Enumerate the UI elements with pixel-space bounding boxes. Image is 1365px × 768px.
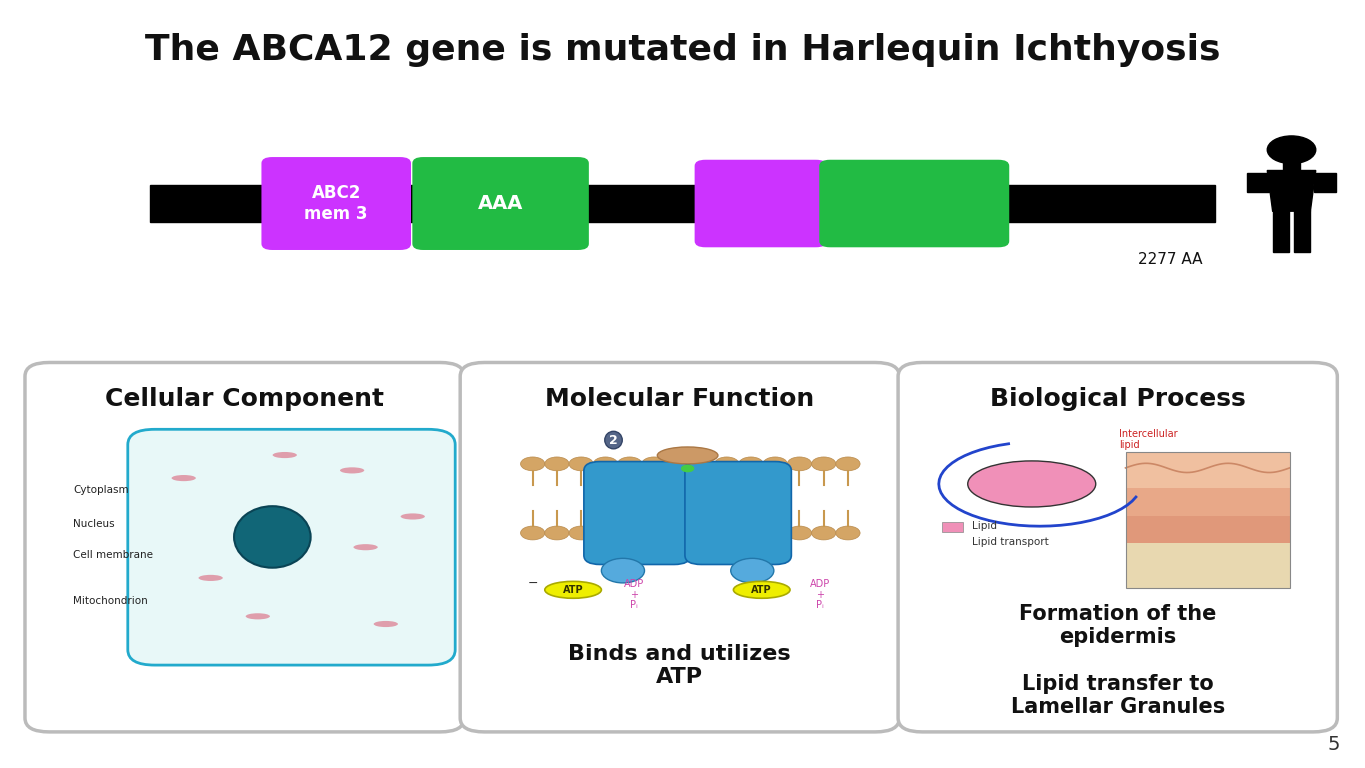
Ellipse shape — [733, 581, 790, 598]
Circle shape — [666, 457, 691, 471]
Circle shape — [763, 526, 788, 540]
FancyBboxPatch shape — [819, 160, 1009, 247]
FancyBboxPatch shape — [128, 429, 455, 665]
Circle shape — [714, 526, 738, 540]
Bar — [1126, 543, 1290, 588]
Text: +: + — [816, 590, 823, 601]
Ellipse shape — [233, 506, 311, 568]
FancyBboxPatch shape — [412, 157, 588, 250]
FancyBboxPatch shape — [695, 160, 827, 247]
FancyBboxPatch shape — [262, 157, 411, 250]
Circle shape — [681, 465, 695, 472]
Ellipse shape — [968, 461, 1096, 507]
Text: 2277 AA: 2277 AA — [1138, 252, 1203, 267]
Circle shape — [617, 526, 642, 540]
Circle shape — [738, 457, 763, 471]
Text: Cell membrane: Cell membrane — [74, 550, 153, 560]
Circle shape — [1267, 136, 1316, 164]
Bar — [1272, 210, 1289, 252]
Circle shape — [666, 526, 691, 540]
Circle shape — [569, 526, 594, 540]
Circle shape — [569, 457, 594, 471]
Text: ATP: ATP — [562, 584, 583, 595]
Circle shape — [602, 558, 644, 583]
Circle shape — [835, 526, 860, 540]
Text: Lipid: Lipid — [972, 521, 996, 531]
Text: Cellular Component: Cellular Component — [105, 387, 384, 412]
Bar — [1126, 452, 1290, 468]
Ellipse shape — [374, 621, 399, 627]
Text: −: − — [527, 578, 538, 590]
Bar — [1126, 468, 1290, 488]
Circle shape — [812, 526, 835, 540]
Circle shape — [545, 526, 569, 540]
FancyBboxPatch shape — [584, 462, 691, 564]
Text: ADP: ADP — [809, 578, 830, 589]
Ellipse shape — [354, 544, 378, 551]
Bar — [1126, 452, 1290, 588]
Text: Biological Process: Biological Process — [990, 387, 1246, 412]
Text: The ABCA12 gene is mutated in Harlequin Ichthyosis: The ABCA12 gene is mutated in Harlequin … — [145, 33, 1220, 67]
Ellipse shape — [273, 452, 296, 458]
Text: Molecular Function: Molecular Function — [545, 387, 815, 412]
Circle shape — [617, 457, 642, 471]
Text: 2: 2 — [609, 434, 618, 446]
Bar — [1126, 488, 1290, 516]
Circle shape — [730, 558, 774, 583]
Circle shape — [812, 457, 835, 471]
Circle shape — [738, 526, 763, 540]
Circle shape — [788, 457, 812, 471]
Ellipse shape — [172, 475, 195, 481]
Circle shape — [835, 457, 860, 471]
Text: Pᵢ: Pᵢ — [816, 600, 823, 611]
Bar — [1314, 173, 1336, 192]
FancyBboxPatch shape — [25, 362, 464, 732]
Circle shape — [594, 526, 617, 540]
Ellipse shape — [340, 467, 364, 473]
Text: AAA: AAA — [478, 194, 523, 213]
FancyBboxPatch shape — [898, 362, 1338, 732]
Text: Lipid transport: Lipid transport — [972, 537, 1048, 547]
Circle shape — [714, 457, 738, 471]
Circle shape — [642, 457, 666, 471]
Text: ADP: ADP — [624, 578, 644, 589]
Text: Pᵢ: Pᵢ — [629, 600, 637, 611]
Ellipse shape — [658, 447, 718, 464]
Bar — [1126, 516, 1290, 543]
Circle shape — [763, 457, 788, 471]
Ellipse shape — [198, 574, 222, 581]
Text: Mitochondrion: Mitochondrion — [74, 596, 149, 606]
FancyBboxPatch shape — [460, 362, 900, 732]
Bar — [942, 522, 964, 531]
Circle shape — [691, 526, 714, 540]
Bar — [150, 185, 1215, 222]
Circle shape — [642, 526, 666, 540]
Text: +: + — [629, 590, 637, 601]
Circle shape — [520, 526, 545, 540]
Text: ATP: ATP — [751, 584, 773, 595]
Circle shape — [788, 526, 812, 540]
Circle shape — [520, 457, 545, 471]
Polygon shape — [1267, 170, 1316, 211]
Text: ABC2
mem 3: ABC2 mem 3 — [304, 184, 369, 223]
Bar — [1283, 161, 1299, 170]
Ellipse shape — [545, 581, 602, 598]
Text: Nucleus: Nucleus — [74, 519, 115, 529]
Text: 5: 5 — [1328, 735, 1340, 754]
FancyBboxPatch shape — [685, 462, 792, 564]
Text: Formation of the
epidermis

Lipid transfer to
Lamellar Granules: Formation of the epidermis Lipid transfe… — [1010, 604, 1224, 717]
Circle shape — [545, 457, 569, 471]
Text: Binds and utilizes
ATP: Binds and utilizes ATP — [568, 644, 792, 687]
Bar — [1248, 173, 1268, 192]
Circle shape — [594, 457, 617, 471]
Circle shape — [691, 457, 714, 471]
Text: Intercellular
lipid: Intercellular lipid — [1119, 429, 1178, 450]
Bar — [1294, 210, 1310, 252]
Ellipse shape — [246, 613, 270, 619]
Text: Cytoplasm: Cytoplasm — [74, 485, 130, 495]
Ellipse shape — [401, 514, 425, 520]
